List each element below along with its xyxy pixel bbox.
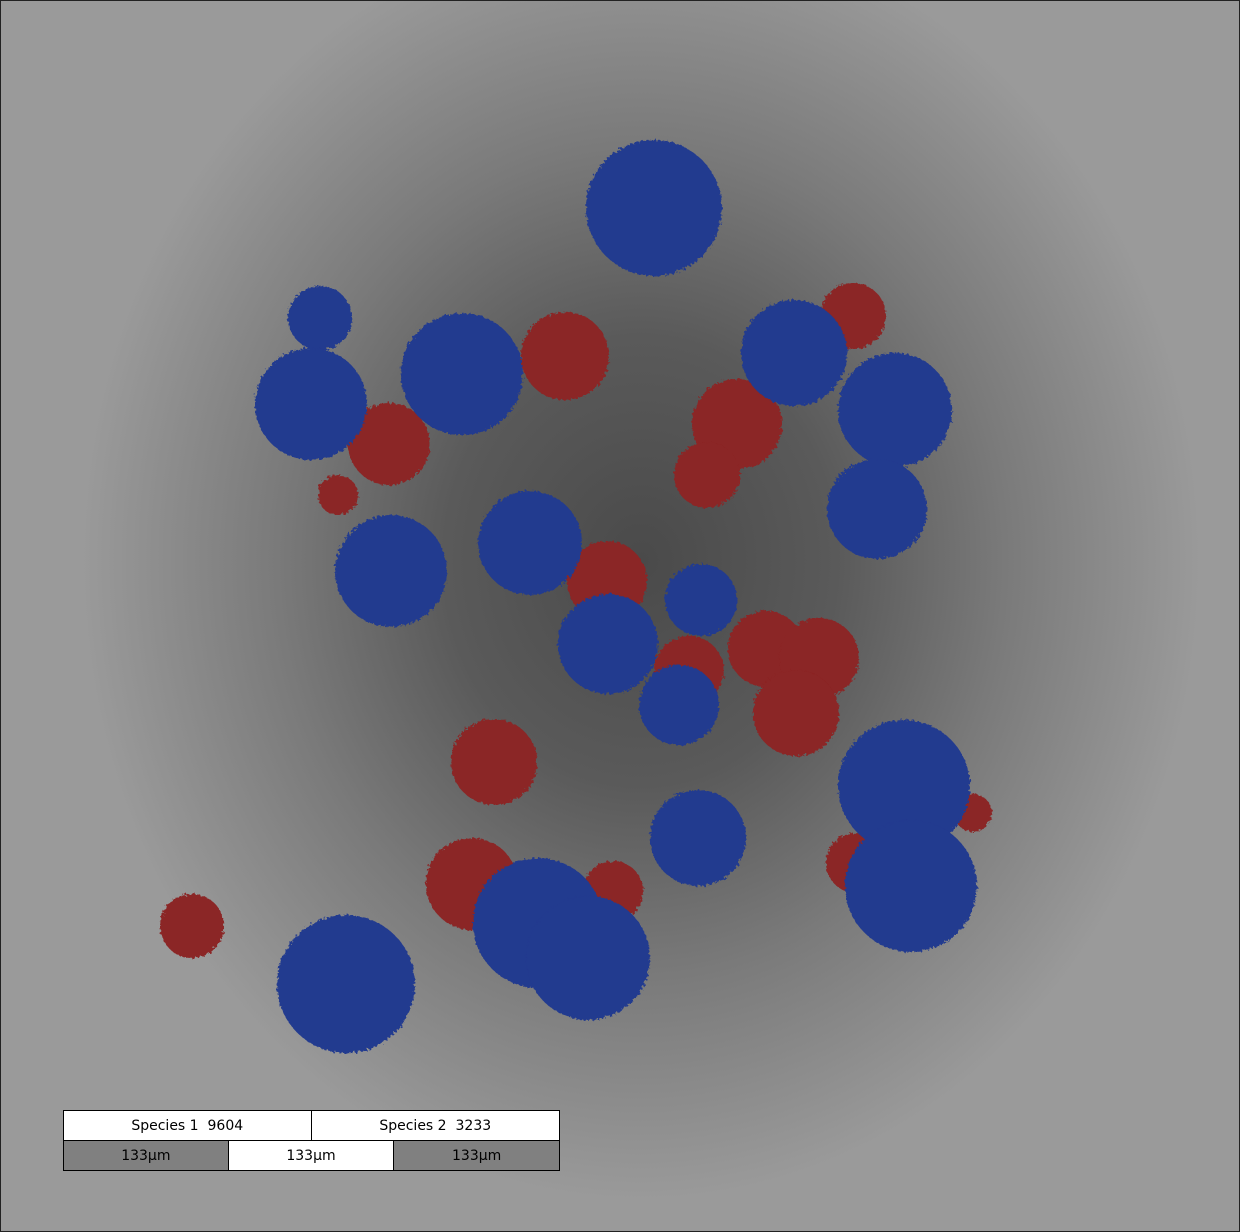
colony-species1 bbox=[401, 313, 523, 435]
colony-species1 bbox=[665, 564, 737, 636]
colony-species1 bbox=[288, 286, 352, 350]
species-2-legend: Species 2 3233 bbox=[311, 1110, 560, 1141]
colony-species1 bbox=[741, 300, 847, 406]
colony-species2 bbox=[160, 894, 224, 958]
legend: Species 1 9604 Species 2 3233 133µm 133µ… bbox=[63, 1110, 560, 1171]
colony-species2 bbox=[674, 442, 740, 508]
colony-species2 bbox=[451, 719, 537, 805]
species-1-count: 9604 bbox=[207, 1117, 244, 1134]
colony-species1 bbox=[335, 515, 447, 627]
species-legend-row: Species 1 9604 Species 2 3233 bbox=[63, 1110, 560, 1141]
colony-species1 bbox=[586, 140, 722, 276]
colony-species1 bbox=[558, 594, 658, 694]
colony-species1 bbox=[526, 896, 650, 1020]
colony-species2 bbox=[348, 403, 430, 485]
colony-species2 bbox=[318, 475, 358, 515]
species-1-label: Species 1 bbox=[131, 1117, 199, 1134]
species-2-count: 3233 bbox=[455, 1117, 492, 1134]
species-2-label: Species 2 bbox=[379, 1117, 447, 1134]
species-1-legend: Species 1 9604 bbox=[63, 1110, 312, 1141]
colony-species1 bbox=[650, 790, 746, 886]
scale-bar-segment: 133µm bbox=[63, 1141, 229, 1171]
colony-species1 bbox=[255, 348, 367, 460]
scale-bar-row: 133µm 133µm 133µm bbox=[63, 1141, 560, 1171]
colony-species1 bbox=[838, 353, 952, 467]
scale-bar-segment: 133µm bbox=[228, 1141, 395, 1171]
colony-species1 bbox=[478, 491, 582, 595]
colony-species1 bbox=[639, 665, 719, 745]
colony-species1 bbox=[838, 720, 970, 852]
colony-species1 bbox=[277, 915, 415, 1053]
colony-species1 bbox=[827, 459, 927, 559]
scale-bar-segment: 133µm bbox=[394, 1141, 560, 1171]
colony-species2 bbox=[521, 312, 609, 400]
colony-species1 bbox=[845, 820, 977, 952]
colony-species2 bbox=[753, 670, 839, 756]
